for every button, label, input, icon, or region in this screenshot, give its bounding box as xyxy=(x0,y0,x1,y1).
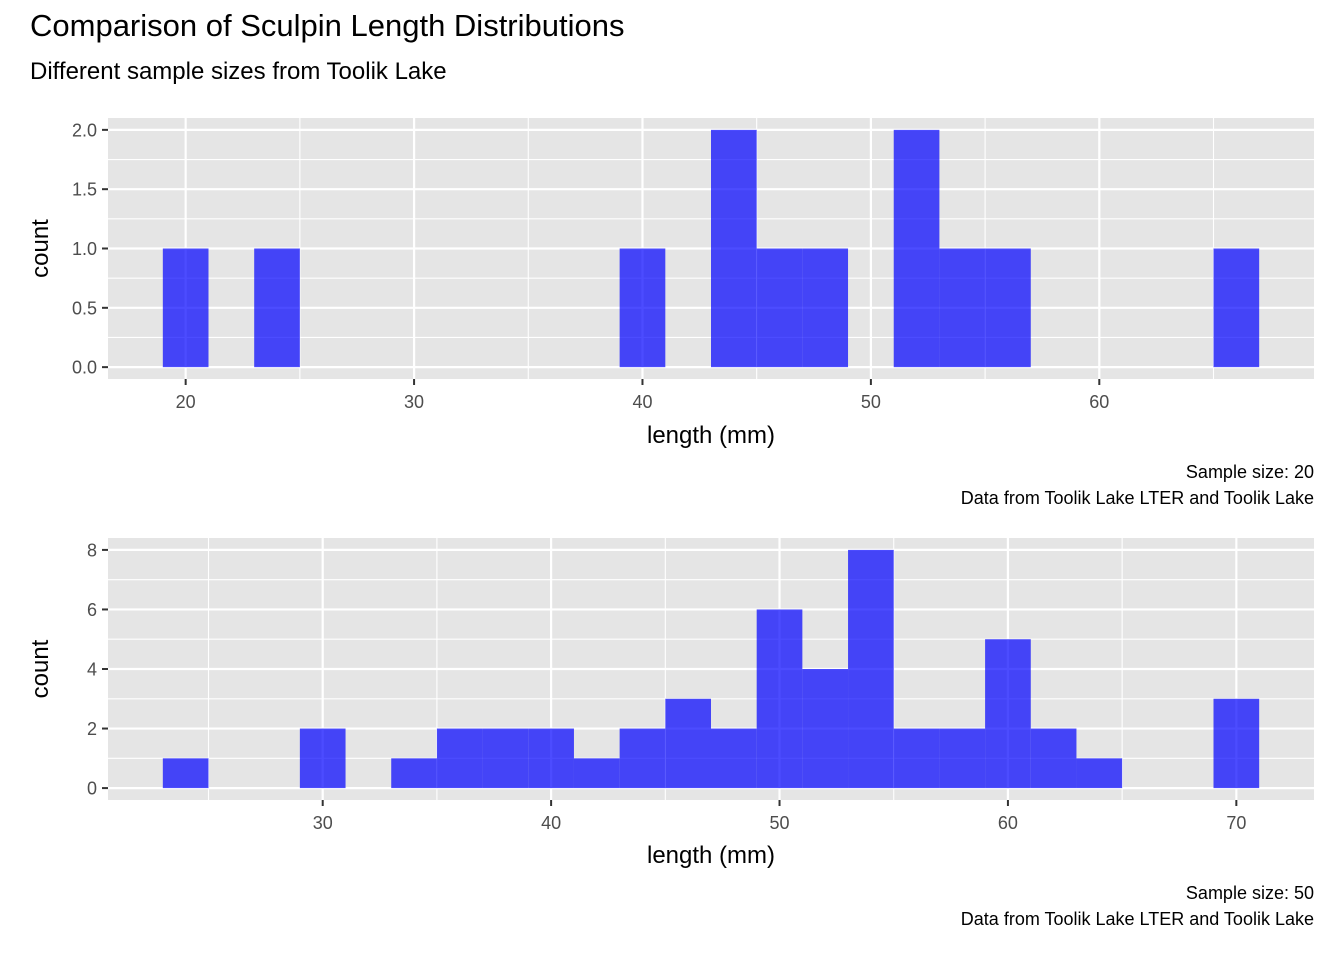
chart-title: Comparison of Sculpin Length Distributio… xyxy=(30,8,625,43)
x-tick-label: 50 xyxy=(861,392,881,412)
histogram-bar xyxy=(802,248,849,368)
x-tick-label: 30 xyxy=(404,392,424,412)
histogram-bar xyxy=(711,728,757,789)
histogram-bar xyxy=(711,129,757,368)
chart-caption: Sample size: 20 xyxy=(1186,462,1314,482)
y-tick-label: 0.5 xyxy=(72,298,97,318)
histogram-bar xyxy=(1076,758,1123,789)
x-tick-label: 60 xyxy=(1089,392,1109,412)
histogram-bar xyxy=(619,248,666,368)
x-tick-label: 70 xyxy=(1226,813,1246,833)
histogram-bar xyxy=(939,248,986,368)
histogram-bar xyxy=(619,728,666,789)
histogram-bar xyxy=(1213,248,1260,368)
y-axis-title: count xyxy=(27,219,54,278)
y-tick-label: 1.5 xyxy=(72,180,97,200)
chart-subtitle: Different sample sizes from Toolik Lake xyxy=(30,58,447,85)
y-tick-label: 0 xyxy=(87,779,97,799)
histogram-bar xyxy=(893,728,940,789)
x-tick-label: 30 xyxy=(313,813,333,833)
chart-caption: Data from Toolik Lake LTER and Toolik La… xyxy=(961,488,1314,508)
x-tick-label: 60 xyxy=(998,813,1018,833)
histogram-bar xyxy=(391,758,437,789)
histogram-bar xyxy=(802,669,849,789)
x-tick-label: 20 xyxy=(176,392,196,412)
y-tick-label: 1.0 xyxy=(72,239,97,259)
histogram-bar xyxy=(162,248,209,368)
chart-caption: Sample size: 50 xyxy=(1186,883,1314,903)
histogram-bar xyxy=(482,728,529,789)
histogram-bar xyxy=(1030,728,1077,789)
y-tick-label: 2 xyxy=(87,719,97,739)
y-tick-label: 2.0 xyxy=(72,120,97,140)
histogram-bar xyxy=(1213,698,1260,789)
histogram-bar xyxy=(985,248,1031,368)
x-axis-title: length (mm) xyxy=(647,842,775,869)
histogram-bar xyxy=(162,758,209,789)
histogram-bar xyxy=(756,248,803,368)
y-axis-title: count xyxy=(27,639,54,698)
histogram-bar xyxy=(573,758,620,789)
chart-caption: Data from Toolik Lake LTER and Toolik La… xyxy=(961,909,1314,929)
x-axis-title: length (mm) xyxy=(647,422,775,449)
y-tick-label: 4 xyxy=(87,660,97,680)
x-tick-label: 40 xyxy=(541,813,561,833)
histogram-bar xyxy=(299,728,346,789)
histogram-bar xyxy=(254,248,300,368)
histogram-bar xyxy=(665,698,711,789)
histogram-bar xyxy=(985,639,1031,789)
x-tick-label: 50 xyxy=(770,813,790,833)
histogram-bar xyxy=(528,728,574,789)
x-tick-label: 40 xyxy=(632,392,652,412)
histogram-sample-50: 30 40 50 60 70 0 2 4 6 8 length (mm) count Sample si… xyxy=(27,538,1314,929)
histogram-bar xyxy=(939,728,986,789)
histogram-bar xyxy=(756,609,803,789)
histogram-bar xyxy=(848,549,894,789)
y-tick-label: 0.0 xyxy=(72,358,97,378)
y-tick-label: 6 xyxy=(87,600,97,620)
histogram-sample-20: 20 30 40 50 60 0.0 0.5 1.0 1.5 2.0 length (mm) coun… xyxy=(27,118,1314,508)
y-tick-label: 8 xyxy=(87,540,97,560)
histogram-bar xyxy=(893,129,940,368)
histogram-bar xyxy=(436,728,483,789)
